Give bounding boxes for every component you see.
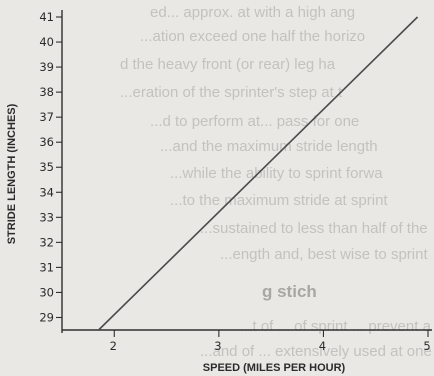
axes (61, 10, 432, 333)
background-text-line: ...eration of the sprinter's step at t (120, 84, 343, 101)
x-axis-title: SPEED (MILES PER HOUR) (203, 362, 346, 374)
background-text-line: ...while the ability to sprint forwa (170, 165, 383, 182)
x-tick-label: 5 (423, 339, 430, 353)
y-tick-label: 33 (39, 210, 54, 224)
background-heading: g stich (262, 282, 317, 301)
x-tick-label: 2 (110, 339, 117, 353)
background-text-line: ...t of ... of sprint ... prevent a (240, 318, 431, 335)
data-series (98, 16, 419, 331)
y-tick-label: 35 (39, 160, 54, 174)
y-tick-label: 31 (39, 260, 54, 274)
y-axis-title: STRIDE LENGTH (INCHES) (6, 103, 18, 244)
background-text-line: ...sustained to less than half of the (200, 220, 428, 237)
y-tick-label: 37 (39, 110, 54, 124)
background-text-line: ...and of ... extensively used at one ti… (200, 343, 434, 360)
y-tick-label: 32 (39, 235, 54, 249)
background-text-line: d the heavy front (or rear) leg ha (120, 56, 336, 73)
y-tick-label: 41 (39, 10, 54, 24)
y-tick-label: 36 (39, 135, 54, 149)
y-tick-label: 39 (39, 60, 54, 74)
background-text-line: ...and the maximum stride length (160, 138, 378, 155)
y-axis-ticks: 29 30 31 32 33 34 35 36 37 38 39 40 41 (39, 10, 62, 324)
background-text-line: ...ength and, best wise to sprint (220, 246, 428, 263)
background-text-line: ...to the maximum stride at sprint (170, 192, 388, 209)
y-tick-label: 34 (39, 185, 54, 199)
y-tick-label: 40 (39, 35, 54, 49)
x-tick-label: 4 (319, 339, 326, 353)
x-tick-label: 3 (214, 339, 221, 353)
y-tick-label: 29 (39, 310, 54, 324)
x-axis-ticks: 2 3 4 5 (110, 330, 431, 353)
y-tick-label: 38 (39, 85, 54, 99)
background-text-line: ...ation exceed one half the horizo (140, 28, 366, 45)
series-line (98, 16, 419, 331)
y-tick-label: 30 (39, 285, 54, 299)
background-text-line: ed... approx. at with a high ang (150, 4, 356, 21)
